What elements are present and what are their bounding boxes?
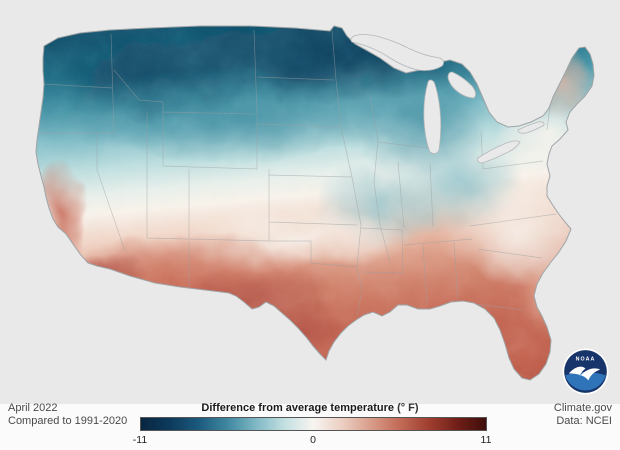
us-outline — [35, 25, 595, 381]
source-data: Data: NCEI — [556, 415, 612, 427]
legend-title: Difference from average temperature (° F… — [0, 402, 620, 414]
colorbar-tick-min: -11 — [132, 434, 148, 446]
lake-ontario — [517, 121, 545, 134]
lake-superior — [350, 34, 444, 71]
legend-title-text: Difference from average temperature — [201, 402, 394, 414]
noaa-logo: NOAA — [562, 348, 609, 395]
lake-erie — [477, 140, 521, 164]
source-block: Climate.gov Data: NCEI — [554, 402, 612, 428]
colorbar-tick-zero: 0 — [310, 434, 316, 446]
lake-michigan — [423, 79, 442, 154]
great-lakes — [350, 34, 545, 164]
us-temperature-anomaly-map — [35, 25, 595, 381]
map-baseline: Compared to 1991-2020 — [8, 415, 128, 427]
footer: April 2022 Compared to 1991-2020 Differe… — [0, 400, 620, 450]
source-site: Climate.gov — [553, 402, 612, 414]
noaa-logo-text: NOAA — [576, 357, 596, 363]
map-canvas — [0, 0, 620, 404]
colorbar — [140, 417, 487, 431]
colorbar-tick-max: 11 — [480, 434, 492, 446]
date-block: April 2022 Compared to 1991-2020 — [8, 402, 127, 428]
state-borders — [37, 29, 557, 317]
noaa-gull-icon — [568, 366, 601, 381]
noaa-logo-ocean — [565, 371, 606, 391]
map-period: April 2022 — [8, 402, 58, 414]
lake-huron — [447, 71, 476, 99]
legend-unit: (° F) — [397, 402, 419, 414]
